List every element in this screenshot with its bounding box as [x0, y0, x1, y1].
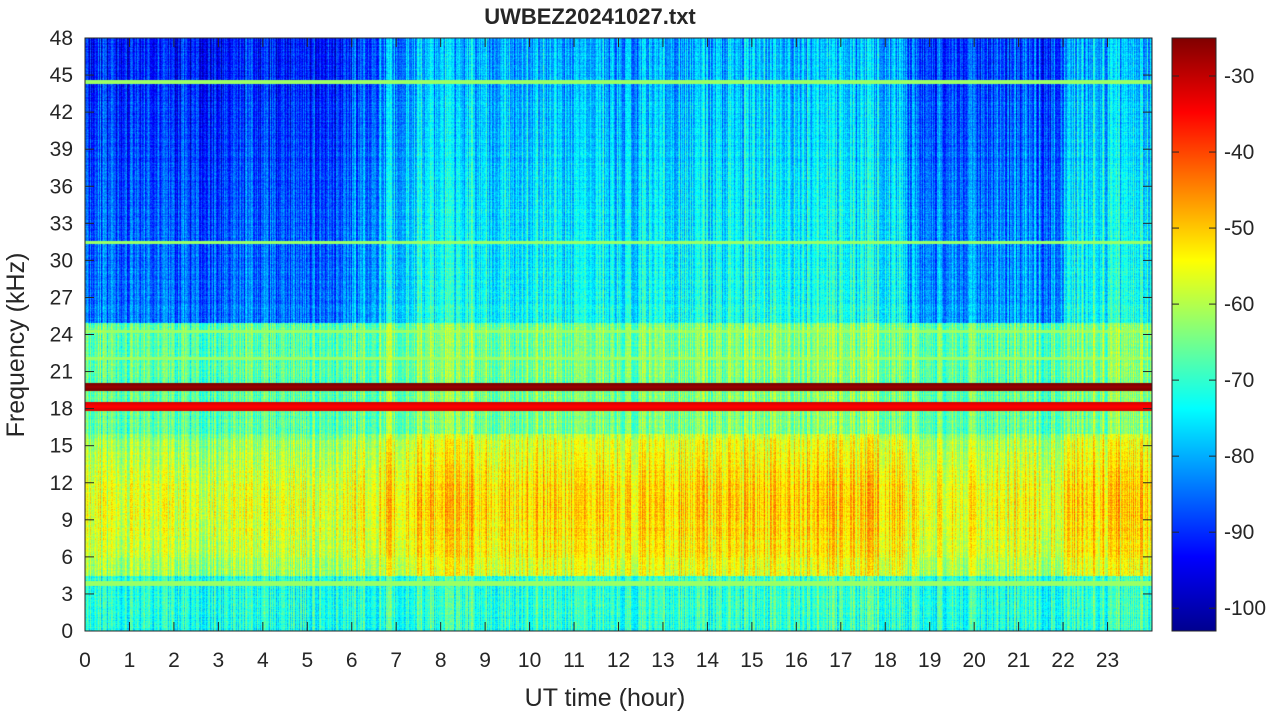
colorbar-tick-label: -30: [1224, 65, 1254, 88]
y-tick-label: 39: [50, 138, 73, 161]
y-tick-label: 9: [61, 509, 73, 532]
spectrogram-image: [85, 38, 1152, 631]
y-tick-label: 33: [50, 212, 73, 235]
colorbar-tick-label: -60: [1224, 293, 1254, 316]
x-tick-label: 15: [740, 649, 763, 672]
colorbar-tick-label: -50: [1224, 217, 1254, 240]
x-tick-label: 19: [918, 649, 941, 672]
x-tick-label: 16: [785, 649, 808, 672]
y-tick-label: 48: [50, 27, 73, 50]
x-axis: 0 1 2 3 4 5 6 7 8 9 10 11 12 13 14 15 16 17 18 19 20 21 22 23: [79, 38, 1119, 672]
x-tick-label: 12: [607, 649, 630, 672]
y-tick-label: 24: [50, 324, 74, 347]
x-tick-label: 22: [1051, 649, 1074, 672]
y-tick-label: 6: [61, 546, 73, 569]
x-tick-label: 6: [346, 649, 358, 672]
y-tick-label: 18: [50, 398, 73, 421]
x-tick-label: 1: [124, 649, 136, 672]
y-axis-label: Frequency (kHz): [2, 253, 30, 438]
x-axis-label: UT time (hour): [525, 684, 686, 712]
y-tick-label: 36: [50, 175, 73, 198]
colorbar-tick-label: -90: [1224, 521, 1254, 544]
colorbar: [1171, 37, 1217, 632]
x-tick-label: 5: [301, 649, 313, 672]
y-tick-label: 42: [50, 101, 73, 124]
colorbar-tick-label: -100: [1224, 597, 1266, 620]
x-tick-label: 7: [390, 649, 402, 672]
y-tick-label: 21: [50, 361, 73, 384]
x-tick-label: 0: [79, 649, 91, 672]
x-tick-label: 20: [962, 649, 985, 672]
colorbar-tick-label: -40: [1224, 141, 1254, 164]
x-tick-label: 10: [518, 649, 541, 672]
y-tick-label: 3: [61, 583, 73, 606]
x-tick-label: 17: [829, 649, 852, 672]
colorbar-axis: -100 -90 -80 -70 -60 -50 -40 -30: [1172, 65, 1266, 620]
colorbar-tick-label: -70: [1224, 369, 1254, 392]
y-tick-label: 30: [50, 249, 73, 272]
y-tick-label: 15: [50, 435, 73, 458]
x-tick-label: 11: [563, 649, 585, 672]
x-tick-label: 14: [696, 649, 720, 672]
x-tick-label: 8: [435, 649, 447, 672]
x-tick-label: 13: [651, 649, 674, 672]
chart-title: UWBEZ20241027.txt: [484, 4, 696, 29]
y-tick-label: 0: [61, 620, 73, 643]
x-tick-label: 21: [1007, 649, 1030, 672]
x-tick-label: 2: [168, 649, 180, 672]
y-tick-label: 12: [50, 472, 73, 495]
x-tick-label: 4: [257, 649, 269, 672]
x-tick-label: 9: [479, 649, 491, 672]
x-tick-label: 3: [213, 649, 225, 672]
x-tick-label: 23: [1096, 649, 1119, 672]
y-tick-label: 45: [50, 64, 73, 87]
colorbar-tick-label: -80: [1224, 445, 1254, 468]
y-tick-label: 27: [50, 286, 73, 309]
x-tick-label: 18: [874, 649, 897, 672]
